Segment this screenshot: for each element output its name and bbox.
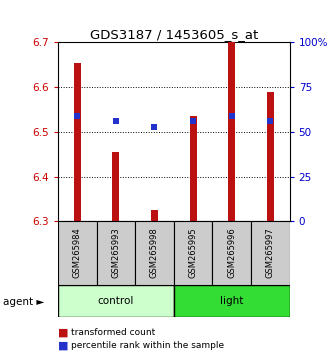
Bar: [74, 63, 81, 221]
Text: GSM265997: GSM265997: [266, 228, 275, 279]
FancyBboxPatch shape: [58, 221, 97, 285]
Text: control: control: [98, 296, 134, 306]
Title: GDS3187 / 1453605_s_at: GDS3187 / 1453605_s_at: [90, 28, 258, 41]
Bar: [228, 40, 235, 221]
FancyBboxPatch shape: [97, 221, 135, 285]
Text: GSM265995: GSM265995: [189, 228, 198, 279]
Bar: [190, 116, 197, 221]
Text: percentile rank within the sample: percentile rank within the sample: [71, 341, 224, 350]
FancyBboxPatch shape: [58, 285, 174, 317]
Text: GSM265984: GSM265984: [73, 228, 82, 279]
Text: GSM265996: GSM265996: [227, 228, 236, 279]
FancyBboxPatch shape: [135, 221, 174, 285]
Text: ■: ■: [58, 328, 72, 338]
Bar: [112, 152, 119, 221]
Text: agent ►: agent ►: [3, 297, 45, 307]
Text: GSM265993: GSM265993: [111, 228, 120, 279]
Text: ■: ■: [58, 340, 72, 350]
FancyBboxPatch shape: [174, 285, 290, 317]
FancyBboxPatch shape: [251, 221, 290, 285]
Text: light: light: [220, 296, 243, 306]
Bar: [267, 92, 274, 221]
FancyBboxPatch shape: [174, 221, 213, 285]
Bar: [151, 210, 158, 221]
FancyBboxPatch shape: [213, 221, 251, 285]
Text: transformed count: transformed count: [71, 328, 156, 337]
Text: GSM265998: GSM265998: [150, 228, 159, 279]
